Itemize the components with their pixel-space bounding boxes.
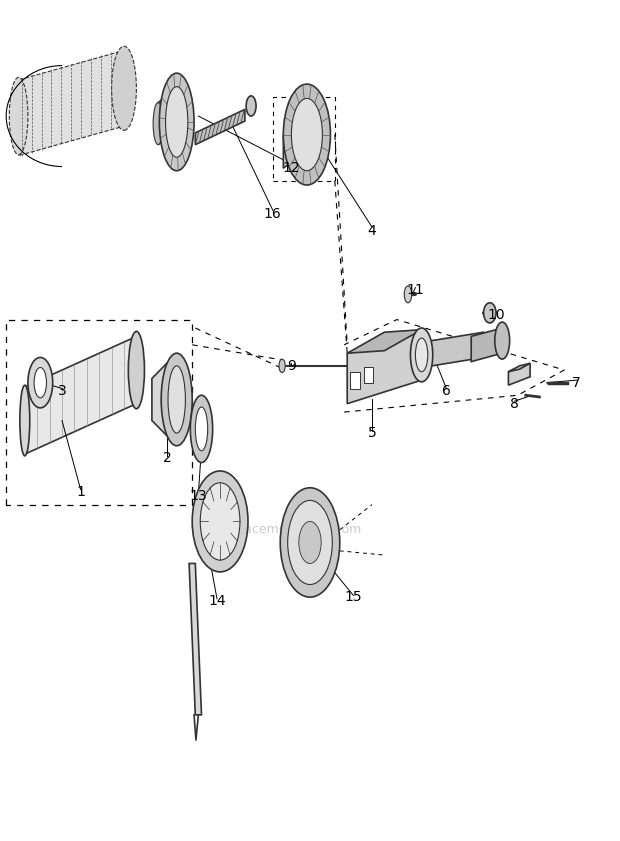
- Text: 12: 12: [283, 161, 300, 175]
- Text: 1: 1: [76, 485, 85, 499]
- FancyBboxPatch shape: [364, 367, 373, 383]
- Ellipse shape: [168, 366, 185, 433]
- Text: 9: 9: [287, 359, 296, 373]
- Ellipse shape: [279, 359, 285, 373]
- Ellipse shape: [9, 77, 28, 155]
- Ellipse shape: [190, 395, 213, 463]
- Text: 2: 2: [163, 452, 172, 465]
- Ellipse shape: [291, 98, 322, 171]
- Ellipse shape: [166, 87, 188, 157]
- Text: 5: 5: [368, 426, 376, 440]
- Ellipse shape: [159, 73, 194, 171]
- Ellipse shape: [192, 471, 248, 572]
- Ellipse shape: [410, 328, 433, 382]
- Ellipse shape: [112, 46, 136, 130]
- Polygon shape: [347, 330, 422, 353]
- Text: 6: 6: [442, 384, 451, 398]
- Ellipse shape: [246, 96, 256, 116]
- Polygon shape: [25, 336, 136, 454]
- Polygon shape: [158, 88, 177, 145]
- Text: 3: 3: [58, 384, 66, 398]
- Ellipse shape: [404, 286, 412, 303]
- Ellipse shape: [415, 338, 428, 372]
- Polygon shape: [189, 563, 202, 715]
- Text: 13: 13: [190, 489, 207, 503]
- Ellipse shape: [161, 353, 192, 446]
- Polygon shape: [19, 50, 124, 156]
- Ellipse shape: [195, 407, 208, 451]
- Ellipse shape: [283, 84, 330, 185]
- Text: 11: 11: [407, 283, 424, 297]
- Polygon shape: [152, 353, 177, 446]
- Ellipse shape: [484, 303, 496, 323]
- Polygon shape: [422, 332, 484, 368]
- Ellipse shape: [34, 368, 46, 398]
- Text: 7: 7: [572, 376, 581, 389]
- Ellipse shape: [28, 357, 53, 408]
- Polygon shape: [508, 363, 530, 372]
- Polygon shape: [283, 116, 307, 168]
- Polygon shape: [195, 109, 245, 145]
- Polygon shape: [471, 328, 502, 362]
- Text: eReplacementParts.com: eReplacementParts.com: [209, 523, 361, 537]
- Ellipse shape: [280, 488, 340, 597]
- Ellipse shape: [153, 103, 163, 145]
- Text: 15: 15: [345, 590, 362, 604]
- Ellipse shape: [20, 385, 30, 456]
- FancyBboxPatch shape: [350, 372, 360, 389]
- Ellipse shape: [299, 521, 321, 563]
- Polygon shape: [508, 363, 530, 385]
- Text: 14: 14: [208, 595, 226, 608]
- Ellipse shape: [200, 483, 240, 560]
- Ellipse shape: [128, 331, 144, 409]
- Polygon shape: [347, 330, 422, 404]
- Text: 16: 16: [264, 208, 281, 221]
- Ellipse shape: [495, 322, 510, 359]
- Text: 10: 10: [487, 309, 505, 322]
- Text: 4: 4: [368, 225, 376, 238]
- Ellipse shape: [288, 500, 332, 584]
- Text: 8: 8: [510, 397, 519, 410]
